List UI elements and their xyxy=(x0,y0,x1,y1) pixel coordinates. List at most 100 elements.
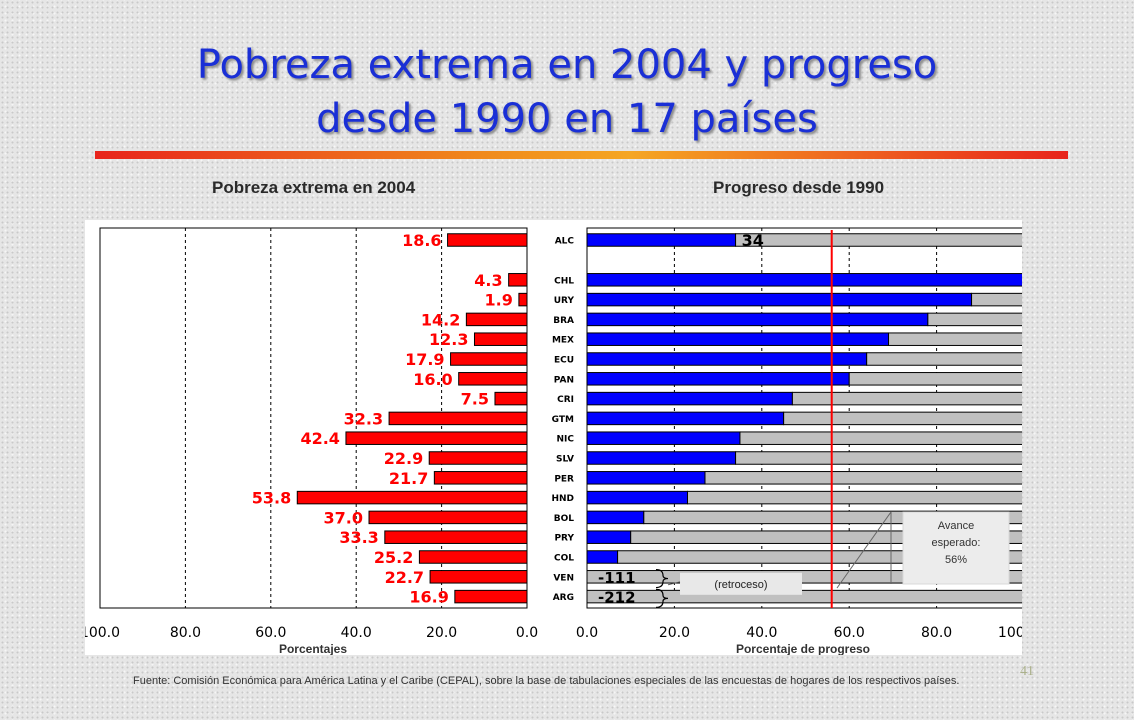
value-label-arg: -212 xyxy=(598,589,636,607)
left-data-label: 18.6 xyxy=(402,231,441,250)
left-bar-slv xyxy=(428,451,528,465)
left-data-label: 4.3 xyxy=(474,271,502,290)
left-bar-nic xyxy=(345,431,528,445)
progress-bar-bol xyxy=(586,510,645,525)
remaining-bar-mex xyxy=(888,332,1022,346)
category-label: CRI xyxy=(557,395,574,405)
category-label: MEX xyxy=(552,336,574,346)
progress-bar-pan xyxy=(586,372,850,386)
expected-box xyxy=(902,511,1010,585)
left-bar-arg xyxy=(454,589,528,604)
left-bar-alc xyxy=(447,233,528,247)
category-label: SLV xyxy=(556,455,574,465)
value-bracket-ven xyxy=(655,568,669,589)
left-data-label: 14.2 xyxy=(421,310,460,329)
remaining-bar-hnd xyxy=(687,490,1022,505)
right-tick-label: 100.0 xyxy=(998,625,1022,641)
category-label: ARG xyxy=(553,593,574,603)
category-label: NIC xyxy=(557,435,575,445)
title-line-1: Pobreza extrema en 2004 y progreso xyxy=(196,42,938,88)
left-data-label: 37.0 xyxy=(324,508,363,527)
category-label: GTM xyxy=(552,415,574,425)
category-label: BRA xyxy=(553,316,574,326)
remaining-bar-slv xyxy=(735,451,1022,465)
left-bar-bol xyxy=(368,510,528,525)
progress-bar-gtm xyxy=(586,411,785,426)
category-label: URY xyxy=(554,296,575,306)
progress-bar-per xyxy=(586,471,706,485)
remaining-bar-per xyxy=(704,471,1022,485)
category-label: BOL xyxy=(554,514,575,524)
left-data-label: 25.2 xyxy=(374,548,413,567)
progress-bar-nic xyxy=(586,431,741,445)
right-tick-label: 20.0 xyxy=(659,625,690,641)
left-chart-heading: Pobreza extrema en 2004 xyxy=(212,178,416,197)
left-data-label: 12.3 xyxy=(429,330,468,349)
value-label-ven: -111 xyxy=(598,569,636,587)
left-data-label: 42.4 xyxy=(300,429,339,448)
remaining-bar-ury xyxy=(971,292,1022,307)
progress-bar-cri xyxy=(586,391,793,406)
retroceso-box xyxy=(680,572,802,595)
page-number: 41 xyxy=(1020,664,1034,679)
left-bar-ven xyxy=(429,570,528,584)
expected-label: 56% xyxy=(945,554,967,566)
left-bar-bra xyxy=(465,312,528,327)
category-label: PAN xyxy=(554,375,574,385)
right-tick-label: 60.0 xyxy=(834,625,865,641)
value-bracket-arg xyxy=(655,588,669,608)
page-title: Pobreza extrema en 2004 y progreso desde… xyxy=(0,38,1134,146)
left-bar-chl xyxy=(508,273,528,287)
left-data-label: 22.7 xyxy=(385,568,424,587)
category-label: COL xyxy=(554,554,574,564)
left-tick-label: 0.0 xyxy=(516,625,538,641)
charts-svg: 100.0 80.0 60.0 40.0 20.0 0.0 Porcentajes 18.6 4… xyxy=(85,227,1022,655)
expected-label: esperado: xyxy=(932,537,981,549)
right-tick-label: 80.0 xyxy=(921,625,952,641)
source-note: Fuente: Comisión Económica para América … xyxy=(133,675,960,687)
left-data-label: 7.5 xyxy=(461,390,489,409)
remaining-bar-cri xyxy=(791,391,1022,406)
retroceso-label: (retroceso) xyxy=(714,579,767,591)
left-data-label: 32.3 xyxy=(344,409,383,428)
progress-bar-pry xyxy=(586,530,632,544)
left-bar-pry xyxy=(384,530,528,544)
category-label: HND xyxy=(551,494,574,504)
right-tick-label: 40.0 xyxy=(746,625,777,641)
left-bar-gtm xyxy=(388,411,528,426)
left-data-label: 21.7 xyxy=(389,469,428,488)
category-label: PER xyxy=(554,474,574,484)
left-data-label: 53.8 xyxy=(252,489,291,508)
right-tick-label: 0.0 xyxy=(576,625,598,641)
progress-bar-mex xyxy=(586,332,890,346)
chart-panel: 100.0 80.0 60.0 40.0 20.0 0.0 Porcentajes 18.6 4… xyxy=(85,220,1022,655)
expected-pointer xyxy=(836,511,892,589)
left-bar-cri xyxy=(494,391,528,406)
left-bar-ury xyxy=(518,292,528,307)
left-bar-ecu xyxy=(450,352,528,366)
progress-bar-alc xyxy=(586,233,737,247)
expected-label: Avance xyxy=(938,520,975,532)
left-tick-label: 80.0 xyxy=(170,625,201,641)
left-axis-label: Porcentajes xyxy=(279,642,347,655)
category-label: CHL xyxy=(554,276,574,286)
left-data-label: 16.9 xyxy=(409,588,448,607)
progress-bar-ury xyxy=(586,292,973,307)
progress-bar-bra xyxy=(586,312,929,327)
left-data-label: 1.9 xyxy=(485,291,513,310)
progress-bar-col xyxy=(586,550,619,564)
value-label-alc: 34 xyxy=(742,231,764,250)
left-tick-label: 60.0 xyxy=(255,625,286,641)
category-label: PRY xyxy=(554,534,574,544)
left-tick-label: 20.0 xyxy=(426,625,457,641)
left-tick-label: 40.0 xyxy=(341,625,372,641)
left-bar-hnd xyxy=(296,490,528,505)
left-bar-col xyxy=(418,550,528,564)
remaining-bar-nic xyxy=(739,431,1022,445)
retroceso-pointer xyxy=(667,581,681,586)
right-axis-label: Porcentaje de progreso xyxy=(736,642,870,655)
category-label: VEN xyxy=(553,573,574,583)
left-data-label: 33.3 xyxy=(339,528,378,547)
remaining-bar-alc xyxy=(735,233,1022,247)
left-bar-pan xyxy=(458,372,528,386)
